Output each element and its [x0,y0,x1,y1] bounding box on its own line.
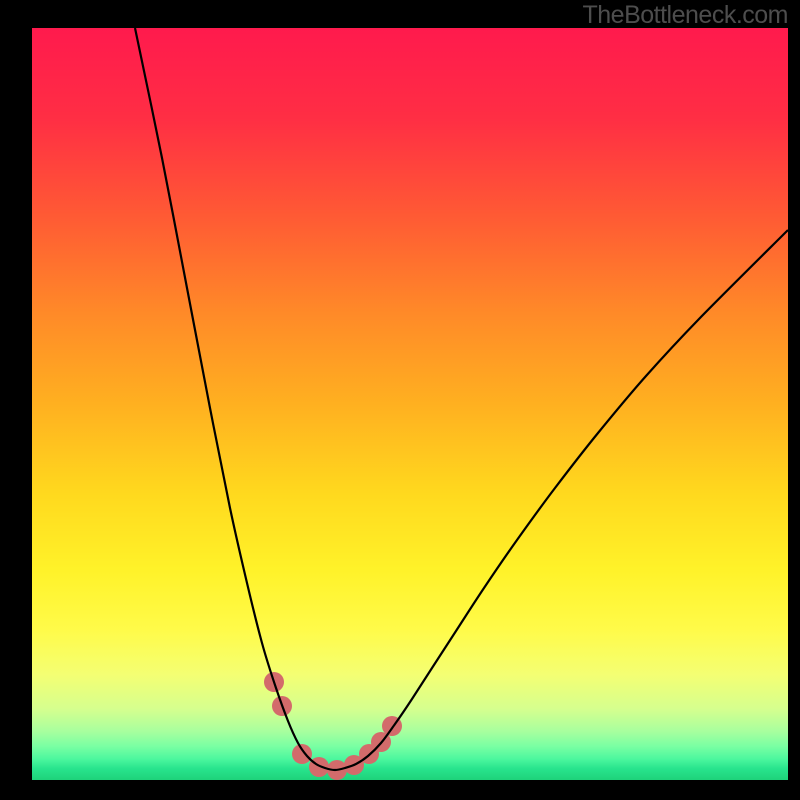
plot-svg [32,28,788,780]
frame-right [788,0,800,800]
watermark-text: TheBottleneck.com [583,1,789,30]
curve-marker [292,744,312,764]
plot-area [32,28,788,780]
frame-left [0,0,32,800]
frame-bottom [0,780,800,800]
gradient-background [32,28,788,780]
